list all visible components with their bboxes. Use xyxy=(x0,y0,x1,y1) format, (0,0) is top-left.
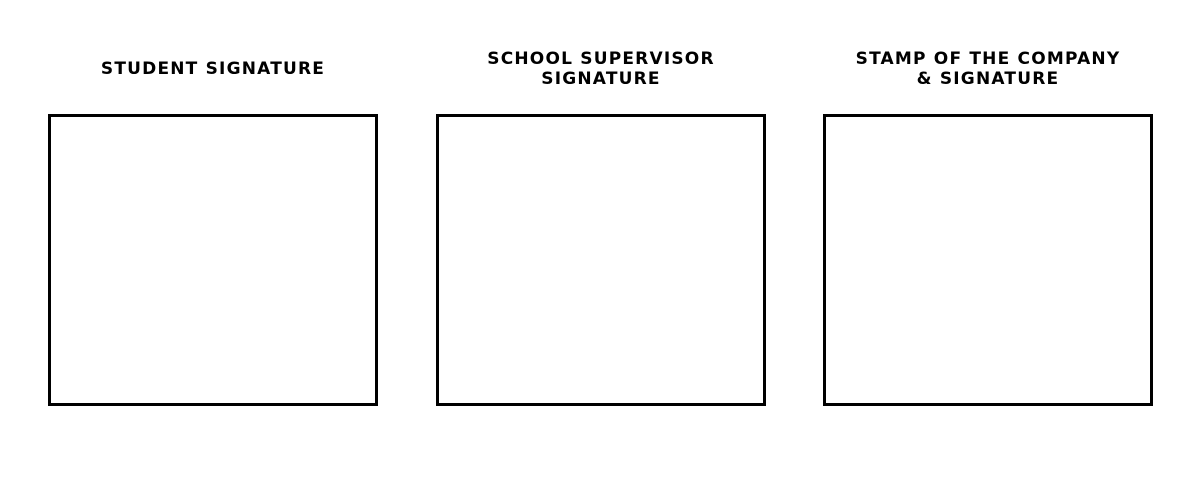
company-stamp-signature-label: STAMP OF THE COMPANY & SIGNATURE xyxy=(823,40,1153,98)
company-stamp-signature-section: STAMP OF THE COMPANY & SIGNATURE xyxy=(823,0,1153,480)
company-stamp-signature-box[interactable] xyxy=(823,114,1153,406)
school-supervisor-signature-label: SCHOOL SUPERVISOR SIGNATURE xyxy=(436,40,766,98)
label-line: STAMP OF THE COMPANY xyxy=(855,49,1121,69)
student-signature-section: STUDENT SIGNATURE xyxy=(48,0,378,480)
school-supervisor-signature-section: SCHOOL SUPERVISOR SIGNATURE xyxy=(436,0,766,480)
label-line: STUDENT SIGNATURE xyxy=(100,59,326,79)
label-line: SCHOOL SUPERVISOR xyxy=(487,49,715,69)
label-line: SIGNATURE xyxy=(541,69,661,89)
student-signature-label: STUDENT SIGNATURE xyxy=(48,40,378,98)
student-signature-box[interactable] xyxy=(48,114,378,406)
label-line: & SIGNATURE xyxy=(916,69,1060,89)
school-supervisor-signature-box[interactable] xyxy=(436,114,766,406)
